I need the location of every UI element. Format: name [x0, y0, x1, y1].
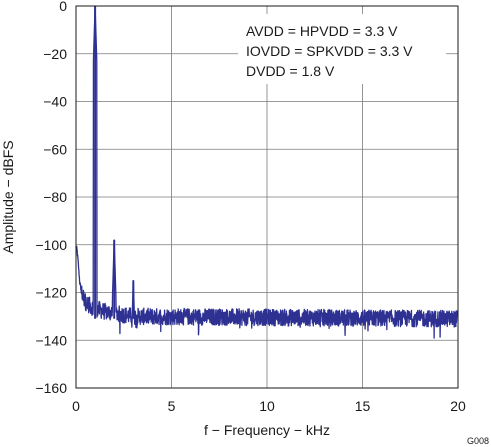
x-tick-label: 20: [450, 398, 466, 414]
y-tick-labels: 0 −20 −40 −60 −80 −100 −120 −140 −160: [35, 0, 67, 396]
x-tick-label: 15: [355, 398, 371, 414]
annotation-line-3: DVDD = 1.8 V: [246, 63, 335, 79]
y-tick-label: −120: [35, 285, 67, 301]
series-line: [75, 5, 459, 339]
plot-frame: [75, 5, 459, 389]
y-tick-label: −140: [35, 332, 67, 348]
x-axis-label: f − Frequency − kHz: [204, 422, 330, 438]
y-tick-label: −80: [43, 189, 67, 205]
y-tick-label: −40: [43, 94, 67, 110]
annotation-line-2: IOVDD = SPKVDD = 3.3 V: [246, 43, 413, 59]
annotation-line-1: AVDD = HPVDD = 3.3 V: [246, 23, 398, 39]
y-tick-label: −60: [43, 141, 67, 157]
y-axis-label: Amplitude − dBFS: [0, 140, 16, 253]
x-tick-labels: 0 5 10 15 20: [72, 398, 466, 414]
figure-id: G008: [467, 436, 489, 446]
y-tick-label: −100: [35, 237, 67, 253]
spectrum-trace: [75, 5, 459, 339]
y-tick-label: −160: [35, 380, 67, 396]
y-tick-label: 0: [59, 0, 67, 14]
y-tick-label: −20: [43, 46, 67, 62]
x-tick-label: 5: [168, 398, 176, 414]
x-tick-label: 0: [72, 398, 80, 414]
x-tick-label: 10: [259, 398, 275, 414]
annotation-box: [238, 14, 446, 84]
